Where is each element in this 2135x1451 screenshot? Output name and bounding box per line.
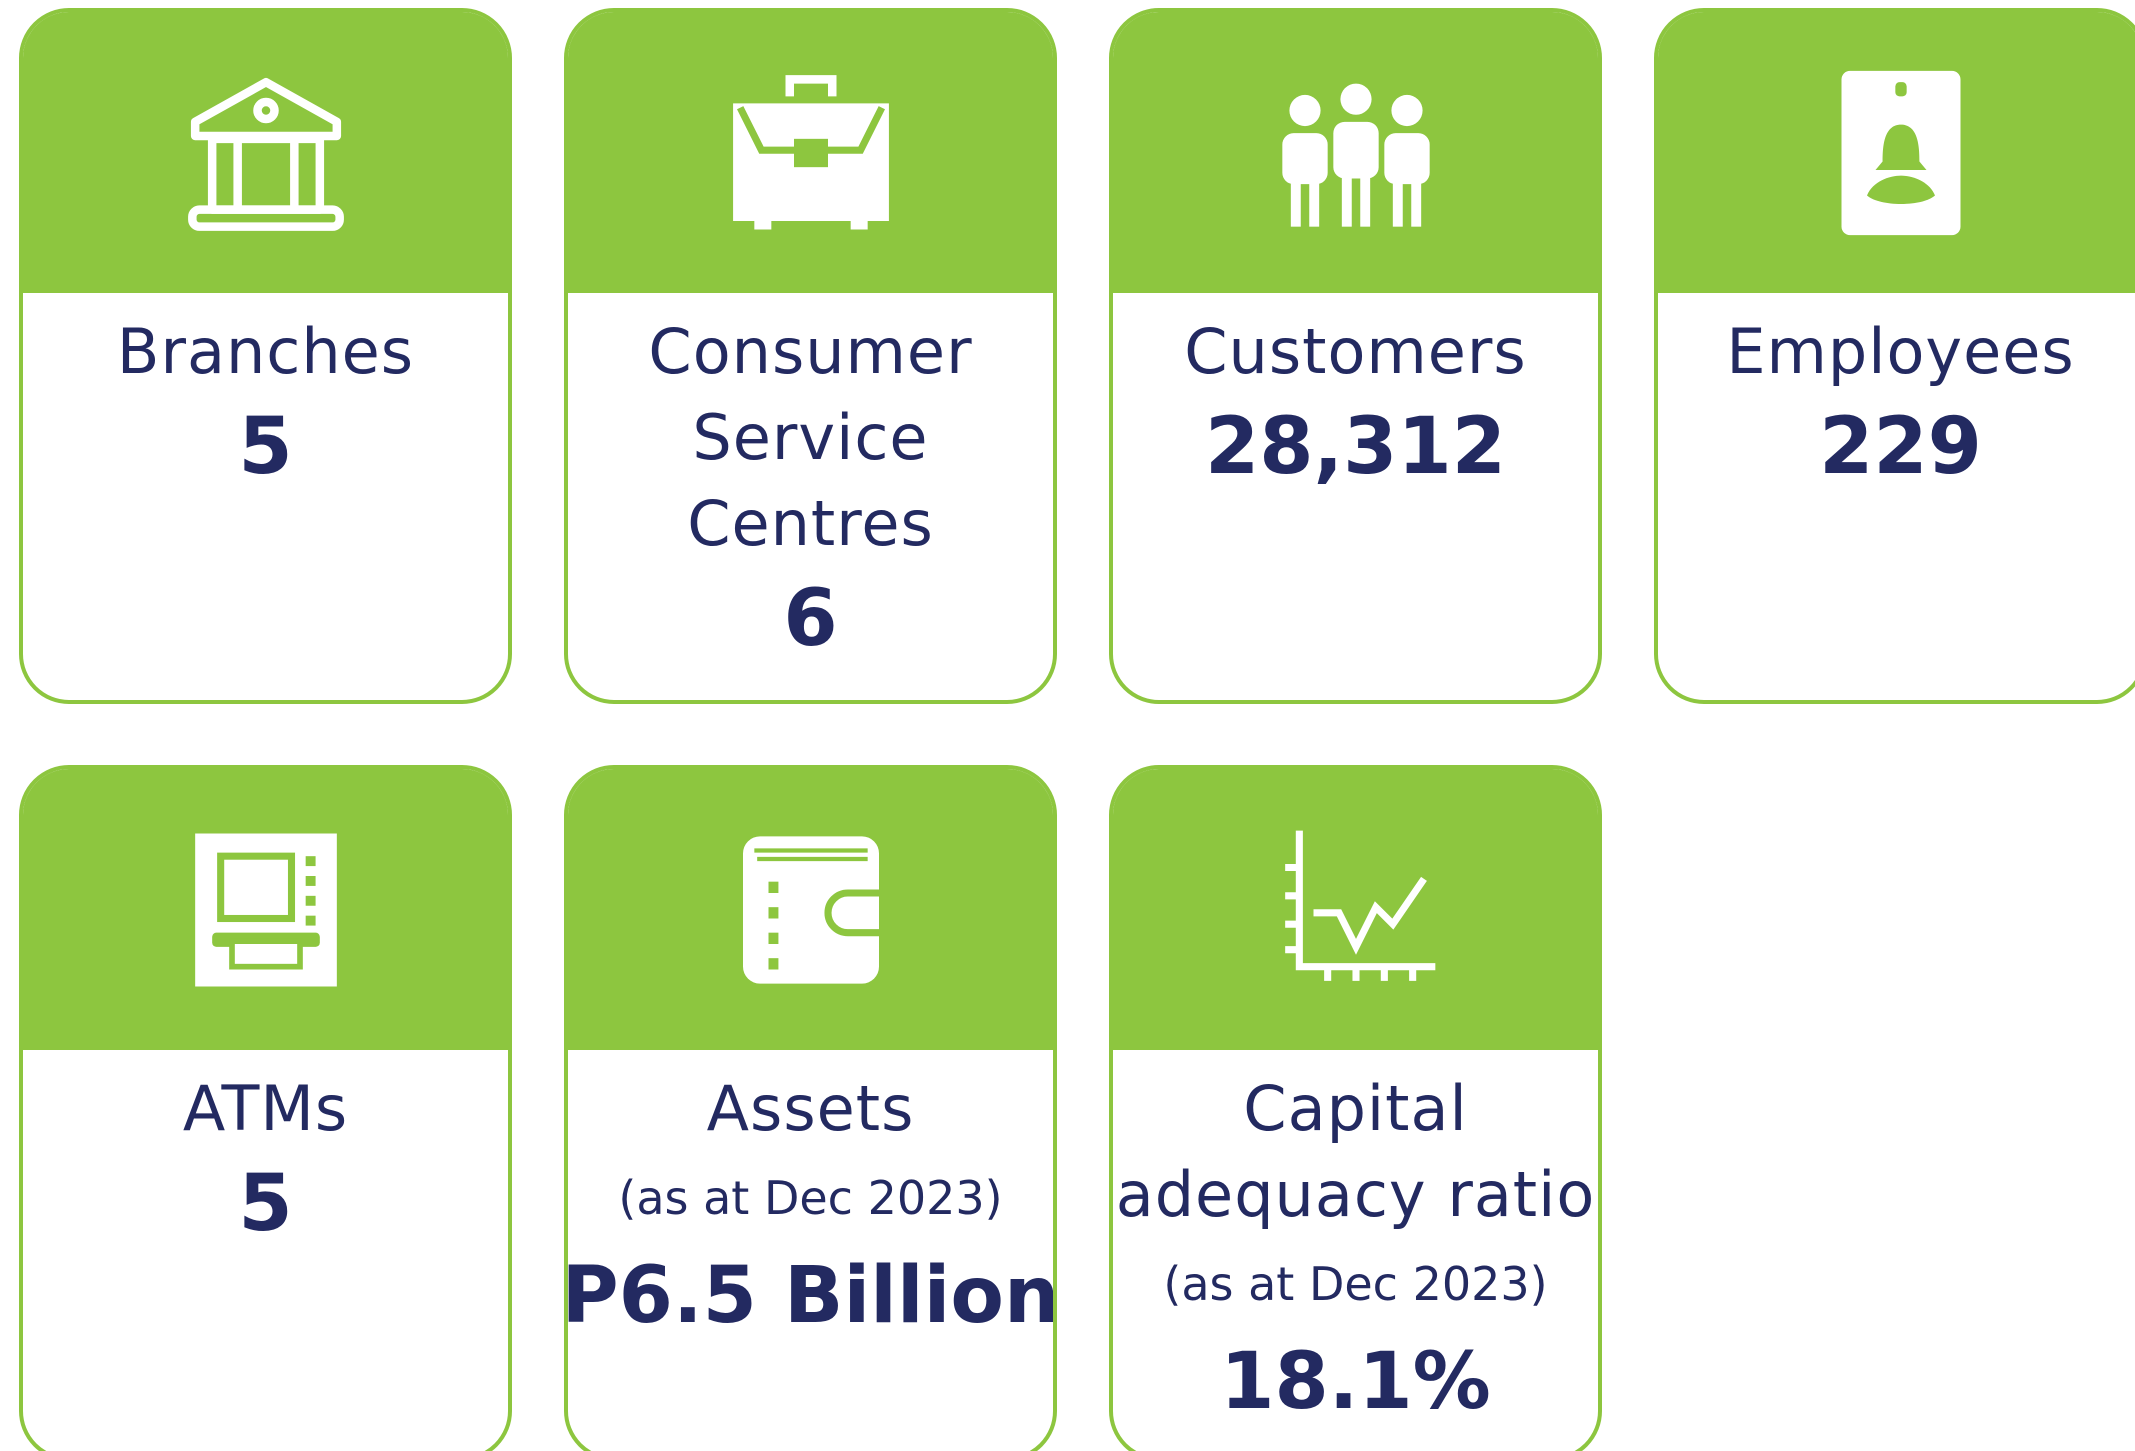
card-title: Consumer [648,315,973,388]
card-value: 6 [783,574,838,664]
card-title: Capital [1243,1072,1468,1145]
card-value: 5 [238,1159,293,1249]
people-icon [1281,83,1430,227]
card-title: adequacy ratio [1115,1158,1596,1231]
card-header [1113,769,1598,1050]
card: Assets (as at Dec 2023) P6.5 Billion [564,765,1057,1451]
card-note: (as at Dec 2023) [618,1171,1003,1225]
bank-icon [187,77,344,231]
card: Capital adequacy ratio (as at Dec 2023) 18.… [1109,765,1602,1451]
card-header [23,12,508,293]
card: Branches 5 [19,8,512,704]
card-header [568,769,1053,1050]
atm-icon [194,833,337,986]
wallet-icon [742,835,879,984]
card-title: Customers [1184,315,1527,388]
card-value: 18.1% [1220,1337,1491,1427]
card-note: (as at Dec 2023) [1163,1257,1548,1311]
card-header [568,12,1053,293]
card-title: ATMs [182,1072,349,1145]
card-header [23,769,508,1050]
card: Consumer Service Centres 6 [564,8,1057,704]
card-title: Service [692,401,929,474]
card-title: Employees [1726,315,2075,388]
card-value: P6.5 Billion [564,1251,1057,1341]
card-value: 229 [1819,402,1982,492]
card: ATMs 5 [19,765,512,1451]
card-title: Assets [706,1072,915,1145]
chart-icon [1284,830,1435,981]
briefcase-icon [732,74,889,229]
card-value: 28,312 [1205,402,1506,492]
card-header [1658,12,2135,293]
card: Employees 229 [1654,8,2135,704]
card-title: Centres [687,487,934,560]
card-value: 5 [238,402,293,492]
card: Customers 28,312 [1109,8,1602,704]
badge-icon [1841,70,1960,235]
card-header [1113,12,1598,293]
card-title: Branches [116,315,415,388]
